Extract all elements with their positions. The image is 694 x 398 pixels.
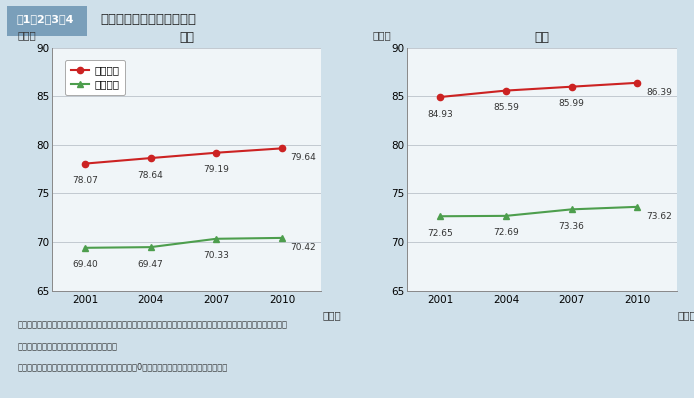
Text: 健康对命と平均对命の推移: 健康对命と平均对命の推移 bbox=[101, 13, 196, 25]
Text: （注）日常生活に制限のない期間が「健康对命」、0歳の平均余命が「平均对命」である。: （注）日常生活に制限のない期間が「健康对命」、0歳の平均余命が「平均对命」である… bbox=[17, 362, 228, 371]
Text: 78.64: 78.64 bbox=[137, 171, 163, 180]
Text: （年）: （年） bbox=[17, 31, 36, 41]
Title: 男性: 男性 bbox=[179, 31, 194, 44]
Text: 70.42: 70.42 bbox=[291, 243, 316, 252]
Text: 平均对命は厚生労働省「簡易生命表」: 平均对命は厚生労働省「簡易生命表」 bbox=[17, 342, 117, 351]
Text: 73.62: 73.62 bbox=[646, 212, 672, 220]
Title: 女性: 女性 bbox=[534, 31, 550, 44]
Text: （年）: （年） bbox=[678, 310, 694, 320]
Text: 78.07: 78.07 bbox=[72, 176, 98, 185]
Text: 85.99: 85.99 bbox=[559, 100, 584, 108]
Text: 73.36: 73.36 bbox=[559, 222, 584, 231]
Text: 72.69: 72.69 bbox=[493, 228, 519, 238]
Text: （年）: （年） bbox=[323, 310, 341, 320]
Text: 図1－2－3－4: 図1－2－3－4 bbox=[17, 14, 74, 24]
Text: 86.39: 86.39 bbox=[646, 88, 672, 97]
Bar bbox=[7, 6, 87, 36]
Text: 72.65: 72.65 bbox=[428, 229, 453, 238]
Legend: 平均对命, 健康对命: 平均对命, 健康对命 bbox=[65, 60, 125, 95]
Text: 79.19: 79.19 bbox=[203, 165, 229, 174]
Text: 79.64: 79.64 bbox=[291, 153, 316, 162]
Text: 69.47: 69.47 bbox=[137, 260, 163, 269]
Text: 70.33: 70.33 bbox=[203, 252, 229, 260]
Text: （年）: （年） bbox=[373, 31, 391, 41]
Text: 84.93: 84.93 bbox=[428, 109, 453, 119]
Text: 69.40: 69.40 bbox=[72, 260, 98, 269]
Text: 85.59: 85.59 bbox=[493, 103, 519, 112]
Text: 資料：健康对命は厚生労働科学研究費補助金「健康对命における将来予測と生活習慣病対策の費用対効果に関する研究」: 資料：健康对命は厚生労働科学研究費補助金「健康对命における将来予測と生活習慣病対… bbox=[17, 320, 287, 330]
